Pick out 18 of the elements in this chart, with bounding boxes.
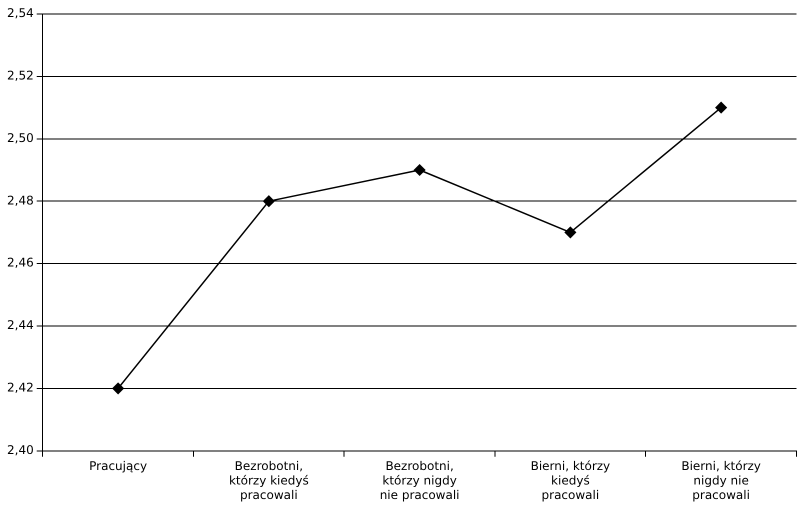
point — [263, 195, 275, 207]
y-tick-label: 2,48 — [7, 193, 34, 208]
y-tick-label: 2,54 — [7, 6, 34, 20]
point — [112, 382, 124, 394]
point — [414, 164, 426, 176]
y-tick-label: 2,52 — [7, 68, 34, 83]
x-tick-label: Bierni, którzy kiedyś pracowali — [530, 459, 610, 502]
y-tick-label: 2,50 — [7, 130, 34, 145]
point — [564, 226, 576, 238]
x-tick-label: Bezrobotni, którzy kiedyś pracowali — [228, 459, 309, 502]
x-tick-label: Bierni, którzy nigdy nie pracowali — [681, 459, 761, 502]
x-tick-label: Bezrobotni, którzy nigdy nie pracowali — [380, 459, 460, 502]
y-tick-label: 2,40 — [7, 442, 34, 457]
y-tick-label: 2,42 — [7, 380, 34, 395]
y-tick-label: 2,46 — [7, 256, 34, 270]
x-tick-label: Pracujący — [89, 459, 148, 474]
y-tick-label: 2,44 — [7, 318, 34, 332]
point — [715, 102, 727, 114]
